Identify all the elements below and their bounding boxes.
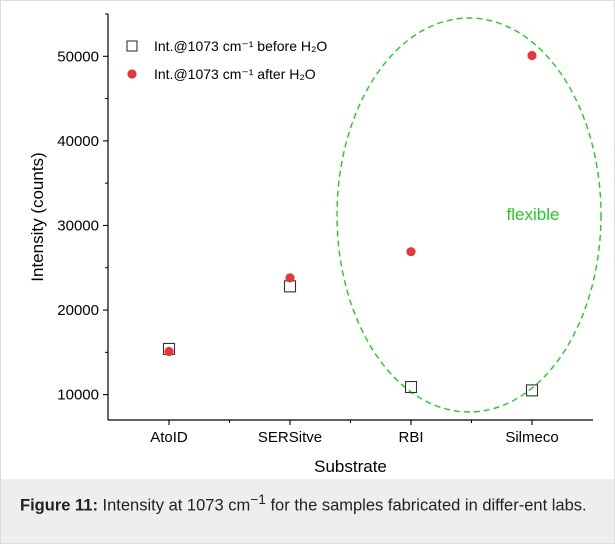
x-tick-label: Silmeco — [505, 429, 558, 446]
legend-marker-after — [127, 69, 137, 79]
y-axis-title: Intensity (counts) — [28, 152, 47, 281]
y-tick-label: 10000 — [57, 387, 99, 404]
y-tick-label: 20000 — [57, 302, 99, 319]
y-tick-label: 40000 — [57, 133, 99, 150]
caption-text-a: Intensity at 1073 cm — [97, 496, 251, 515]
point-before-h2o — [404, 380, 418, 394]
legend-label: Int.@1073 cm⁻¹ before H₂O — [154, 38, 327, 54]
legend: Int.@1073 cm⁻¹ before H₂O Int.@1073 cm⁻¹ … — [126, 38, 327, 82]
point-before-h2o — [525, 384, 539, 397]
figure-label: Figure 11: — [20, 496, 98, 515]
x-tick-label: RBI — [398, 429, 423, 446]
point-after-h2o — [406, 247, 416, 257]
y-tick-label: 30000 — [57, 217, 99, 234]
marks — [162, 50, 539, 397]
figure-caption: Figure 11: Intensity at 1073 cm−1 for th… — [20, 489, 600, 517]
x-tick-label: AtoID — [150, 429, 188, 446]
caption-box — [1, 479, 614, 543]
chart: 10000 20000 30000 40000 50000 AtoID SERSitve RB… — [28, 13, 602, 476]
legend-label: Int.@1073 cm⁻¹ after H₂O — [154, 66, 316, 82]
flexible-ellipse — [336, 17, 602, 413]
y-tick-label: 50000 — [57, 48, 99, 65]
x-tick-label: SERSitve — [258, 429, 322, 446]
caption-text-b: for the samples fabricated in differ-ent… — [265, 496, 587, 515]
point-after-h2o — [527, 50, 537, 61]
point-after-h2o — [164, 346, 174, 357]
flexible-label: flexible — [507, 205, 560, 224]
axes: 10000 20000 30000 40000 50000 AtoID SERSitve RB… — [28, 13, 593, 476]
point-before-h2o — [283, 280, 297, 293]
point-after-h2o — [285, 273, 295, 283]
x-axis-title: Substrate — [314, 457, 387, 476]
legend-marker-before — [126, 40, 138, 52]
caption-superscript: −1 — [250, 492, 266, 507]
annotation-group: flexible — [336, 17, 602, 413]
